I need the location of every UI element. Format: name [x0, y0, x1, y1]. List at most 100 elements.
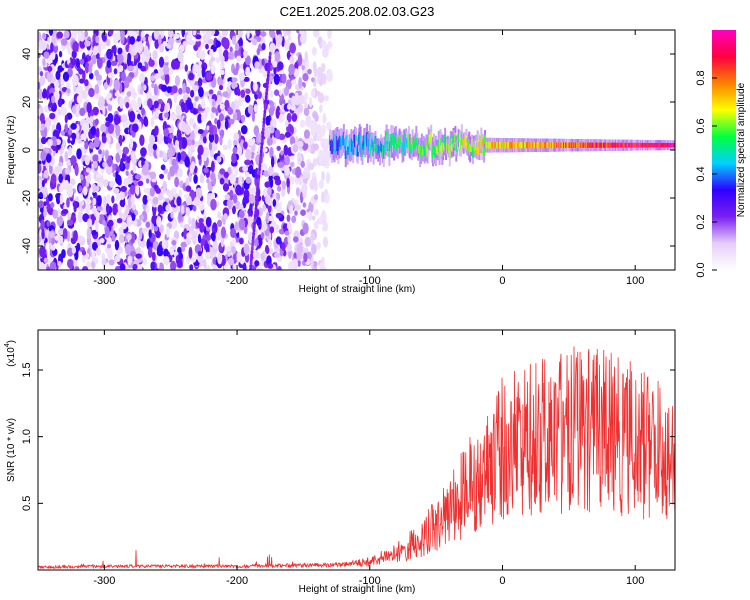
heatmap-noise-cell	[156, 261, 160, 269]
heatmap-noise-cell	[38, 200, 44, 209]
heatmap-noise-cell	[264, 244, 270, 254]
heatmap-noise-cell	[78, 68, 84, 75]
heatmap-noise-cell	[219, 103, 225, 110]
heatmap-noise-cell	[135, 185, 140, 195]
heatmap-streak-cell	[264, 102, 267, 107]
heatmap-noise-cell	[205, 216, 212, 228]
heatmap-streak-cell	[267, 62, 271, 68]
heatmap-streak-cell	[255, 199, 259, 205]
heatmap-noise-cell	[273, 89, 280, 96]
heatmap-noise-cell	[300, 209, 306, 216]
heatmap-noise-cell	[169, 133, 174, 139]
heatmap-streak-cell	[268, 58, 271, 64]
heatmap-noise-cell	[218, 84, 224, 91]
colorbar-tick-label: 0.8	[695, 70, 707, 85]
heatmap-noise-cell	[219, 177, 225, 185]
heatmap-noise-cell	[39, 112, 45, 125]
heatmap-noise-cell	[245, 176, 252, 184]
heatmap-noise-cell	[243, 49, 248, 58]
heatmap-band-core	[448, 145, 451, 159]
heatmap-band-core	[475, 146, 478, 155]
heatmap-noise-cell	[84, 154, 90, 166]
heatmap-streak-cell	[264, 94, 268, 100]
heatmap-noise-cell	[148, 229, 152, 239]
heatmap-noise-cell	[181, 30, 186, 38]
heatmap-noise-cell	[303, 129, 310, 139]
heatmap-noise-cell	[39, 261, 47, 270]
heatmap-noise-cell	[197, 113, 203, 124]
heatmap-noise-cell	[299, 30, 305, 35]
heatmap-noise-cell	[43, 206, 48, 218]
heatmap-noise-cell	[58, 50, 63, 58]
heatmap-noise-cell	[146, 49, 151, 58]
heatmap-noise-cell	[192, 205, 197, 212]
heatmap-noise-cell	[325, 172, 331, 184]
heatmap-noise-cell	[158, 150, 164, 158]
heatmap-noise-cell	[299, 119, 306, 128]
heatmap-noise-cell	[158, 43, 165, 53]
heatmap-noise-cell	[286, 177, 290, 188]
heatmap-noise-cell	[244, 159, 251, 166]
heatmap-noise-cell	[228, 51, 234, 60]
heatmap-noise-cell	[128, 110, 136, 123]
heatmap-noise-cell	[153, 30, 160, 40]
heatmap-noise-cell	[220, 226, 227, 239]
heatmap-noise-cell	[205, 71, 212, 81]
heatmap-noise-cell	[284, 155, 291, 166]
heatmap-noise-cell	[38, 81, 41, 91]
heatmap-noise-cell	[243, 243, 250, 255]
heatmap-noise-cell	[214, 232, 222, 241]
heatmap-noise-cell	[116, 193, 121, 202]
heatmap-noise-cell	[167, 171, 171, 181]
heatmap-noise-cell	[121, 221, 128, 230]
heatmap-noise-cell	[82, 121, 90, 134]
snr-multiplier: (x104)	[4, 340, 17, 367]
heatmap-noise-cell	[62, 228, 68, 238]
heatmap-noise-cell	[218, 47, 223, 58]
heatmap-noise-cell	[151, 82, 155, 89]
heatmap-noise-cell	[211, 99, 216, 107]
heatmap-noise-cell	[41, 90, 47, 99]
heatmap-noise-cell	[249, 187, 257, 195]
heatmap-streak-cell	[261, 127, 265, 132]
heatmap-noise-cell	[287, 35, 292, 42]
heatmap-noise-cell	[190, 256, 197, 263]
heatmap-noise-cell	[152, 206, 157, 218]
heatmap-noise-cell	[187, 101, 194, 110]
heatmap-noise-cell	[269, 146, 274, 159]
heatmap-noise-cell	[214, 117, 218, 125]
heatmap-noise-cell	[88, 141, 96, 150]
heatmap-noise-cell	[114, 239, 120, 251]
heatmap-noise-cell	[86, 218, 93, 228]
heatmap-noise-cell	[185, 206, 191, 217]
heatmap-noise-cell	[53, 80, 59, 88]
heatmap-noise-cell	[40, 136, 47, 145]
heatmap-noise-cell	[289, 161, 295, 168]
heatmap-noise-cell	[270, 156, 275, 168]
heatmap-noise-cell	[135, 253, 143, 259]
heatmap-noise-cell	[85, 261, 92, 268]
heatmap-noise-cell	[198, 217, 204, 224]
heatmap-noise-cell	[210, 172, 216, 181]
heatmap-noise-cell	[199, 50, 206, 61]
heatmap-noise-cell	[154, 38, 160, 50]
heatmap-noise-cell	[66, 197, 70, 208]
heatmap-noise-cell	[190, 139, 195, 146]
heatmap-noise-cell	[41, 229, 45, 240]
heatmap-noise-cell	[200, 238, 206, 246]
heatmap-streak-cell	[259, 156, 263, 161]
heatmap-noise-cell	[119, 263, 126, 270]
heatmap-noise-cell	[95, 118, 99, 125]
heatmap-noise-cell	[238, 72, 246, 81]
heatmap-noise-cell	[81, 250, 87, 256]
heatmap-noise-cell	[297, 204, 302, 211]
heatmap-noise-cell	[308, 96, 313, 108]
heatmap-noise-cell	[275, 107, 280, 119]
heatmap-noise-cell	[231, 152, 237, 164]
heatmap-noise-cell	[312, 158, 318, 167]
heatmap-noise-cell	[90, 125, 97, 136]
heatmap-noise-cell	[96, 57, 103, 69]
heatmap-noise-cell	[157, 191, 164, 201]
heatmap-x-tick-label: -100	[359, 275, 381, 287]
heatmap-noise-cell	[314, 194, 319, 201]
